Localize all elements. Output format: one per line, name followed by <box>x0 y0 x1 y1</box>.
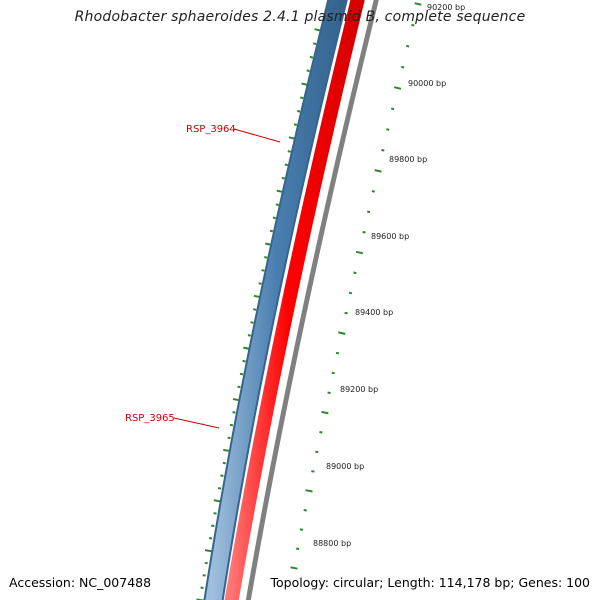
tick-mark <box>393 86 402 90</box>
tick-mark <box>232 411 236 414</box>
tick-mark <box>239 372 244 376</box>
tick-mark <box>381 148 385 152</box>
tick-mark <box>275 203 280 206</box>
gene-leader-line <box>173 417 220 429</box>
gene-label-rsp-3965: RSP_3965 <box>125 413 175 424</box>
tick-mark <box>309 55 314 59</box>
tick-mark <box>305 489 313 493</box>
tick-mark <box>362 230 366 234</box>
sequence-summary: Topology: circular; Length: 114,178 bp; … <box>270 575 591 590</box>
tick-mark <box>355 250 364 255</box>
tick-mark <box>348 291 353 295</box>
tick-mark <box>338 331 346 335</box>
tick-mark <box>213 499 221 503</box>
tick-mark <box>311 470 315 473</box>
tick-mark <box>312 42 317 45</box>
ruler-label-89400: 89400 bp <box>355 308 393 317</box>
ruler-label-89600: 89600 bp <box>371 232 409 241</box>
tick-mark <box>405 44 410 48</box>
tick-mark <box>306 69 310 73</box>
tick-mark <box>200 586 204 589</box>
tick-mark <box>287 150 292 153</box>
tick-mark <box>264 256 268 259</box>
tick-mark <box>293 123 298 126</box>
tick-mark <box>300 96 304 100</box>
gene-label-rsp-3964: RSP_3964 <box>186 124 236 135</box>
tick-mark <box>386 128 390 131</box>
tick-mark <box>366 210 371 214</box>
tick-mark <box>261 269 265 272</box>
tick-mark <box>272 216 277 220</box>
tick-mark <box>371 190 376 193</box>
tick-mark <box>204 549 213 553</box>
tick-mark <box>411 23 415 27</box>
tick-mark <box>414 2 422 6</box>
tick-mark <box>208 537 213 540</box>
tick-mark <box>253 308 257 311</box>
tick-mark <box>237 385 241 389</box>
forward-strand-arc-highlight <box>205 0 346 600</box>
tick-mark <box>222 461 226 465</box>
tick-mark <box>296 109 301 113</box>
tick-mark <box>390 107 395 111</box>
ruler-label-89000: 89000 bp <box>326 462 364 471</box>
ruler-label-89200: 89200 bp <box>340 385 378 394</box>
tick-mark <box>213 512 217 515</box>
tick-mark <box>284 163 288 167</box>
gene-leader-line <box>233 128 281 143</box>
tick-mark <box>258 282 262 285</box>
tick-mark <box>269 229 274 233</box>
accession-label: Accession: NC_007488 <box>9 575 152 590</box>
tick-mark <box>247 334 252 337</box>
tick-mark <box>331 371 335 375</box>
tick-mark <box>227 436 231 440</box>
tick-mark <box>321 410 329 415</box>
backbone-arc-gap <box>233 0 374 600</box>
tick-mark <box>319 430 323 434</box>
tick-mark <box>327 391 331 395</box>
tick-mark <box>299 528 304 531</box>
tick-mark <box>204 561 208 565</box>
tick-mark <box>400 65 405 69</box>
ruler-tick-row <box>290 2 422 570</box>
tick-mark <box>220 474 224 477</box>
tick-mark <box>242 359 246 363</box>
ruler-label-88800: 88800 bp <box>313 539 351 548</box>
tick-mark <box>344 311 348 315</box>
ruler-label-89800: 89800 bp <box>389 155 427 164</box>
ruler-label-90200: 90200 bp <box>427 3 465 12</box>
tick-mark <box>295 547 300 551</box>
tick-mark <box>303 509 307 512</box>
reverse-strand-arc <box>224 0 365 600</box>
feature-tick-row <box>196 28 322 600</box>
tick-mark <box>211 524 215 528</box>
tick-mark <box>315 450 319 454</box>
tick-mark <box>217 487 222 490</box>
ruler-label-90000: 90000 bp <box>408 79 446 88</box>
map-title: Rhodobacter sphaeroides 2.4.1 plasmid B,… <box>74 9 526 25</box>
tick-mark <box>374 169 382 173</box>
tick-mark <box>229 423 234 427</box>
tick-mark <box>250 321 254 324</box>
tick-mark <box>335 351 340 355</box>
tick-mark <box>202 574 206 577</box>
tick-mark <box>290 566 298 570</box>
tick-mark <box>353 271 357 275</box>
tick-mark <box>281 176 285 180</box>
